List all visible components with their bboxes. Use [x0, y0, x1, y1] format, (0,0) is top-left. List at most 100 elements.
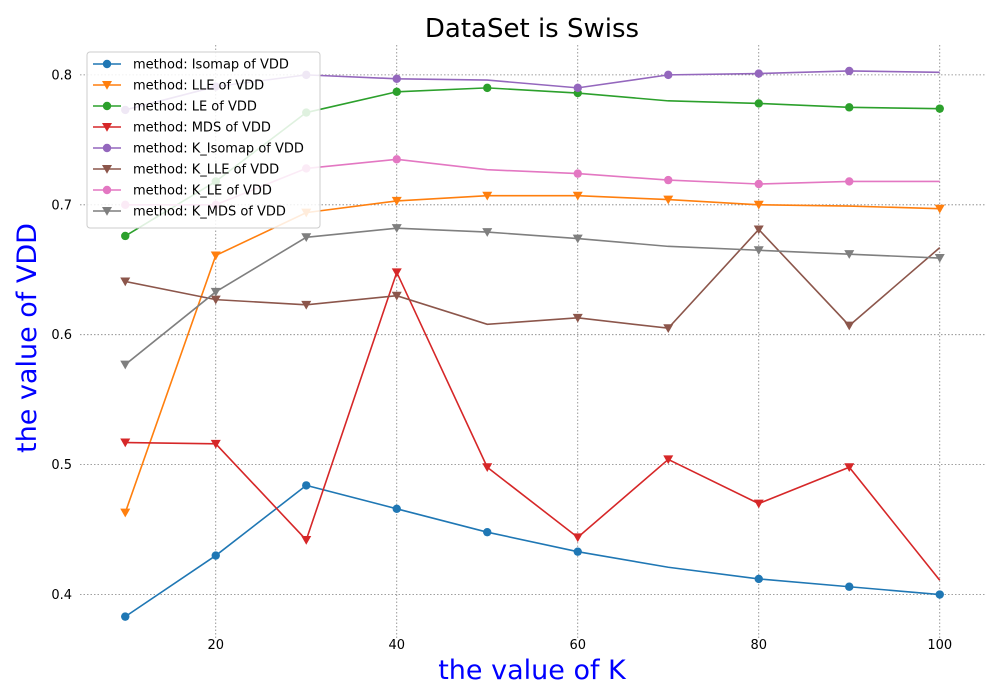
y-tick-label: 0.6 [51, 328, 72, 343]
data-point [753, 246, 764, 256]
legend-entry: method: K_LLE of VDD [93, 163, 279, 178]
data-point [121, 231, 130, 241]
series-line [125, 270, 941, 581]
tick-labels: 20 40 60 80 100 0.4 0.5 0.6 0.7 0.8 [51, 68, 952, 653]
data-point [391, 291, 402, 301]
data-point [483, 83, 492, 93]
data-point [391, 268, 402, 278]
data-point [934, 254, 945, 263]
data-point [573, 169, 582, 178]
legend-label: method: K_MDS of VDD [133, 205, 286, 220]
legend-marker [102, 143, 112, 153]
x-axis-label: the value of K [438, 655, 627, 686]
data-point [573, 547, 582, 556]
data-point [120, 438, 131, 448]
data-point [845, 66, 854, 76]
data-point [573, 83, 582, 93]
series-2 [120, 191, 945, 518]
data-point [392, 155, 401, 164]
data-point [120, 277, 131, 287]
series-line [125, 228, 941, 330]
data-point [753, 499, 764, 509]
data-point [844, 321, 855, 331]
y-tick-label: 0.8 [51, 68, 72, 83]
series-6 [120, 225, 941, 333]
series-line [124, 484, 940, 618]
data-point [664, 175, 673, 185]
data-point [121, 612, 130, 621]
legend-marker [102, 123, 112, 132]
legend-label: method: K_LE of VDD [133, 184, 272, 199]
legend-marker [102, 101, 112, 111]
series-8 [120, 224, 945, 370]
data-point [392, 504, 401, 513]
x-tick-label: 60 [569, 638, 586, 653]
data-point [845, 582, 854, 591]
data-point [663, 455, 674, 465]
series-line [124, 194, 940, 513]
data-point [663, 195, 674, 205]
data-point [572, 313, 583, 323]
data-point [210, 287, 221, 297]
chart-title: DataSet is Swiss [425, 14, 639, 44]
x-tick-label: 40 [388, 638, 405, 653]
data-point [120, 508, 131, 518]
data-point [935, 104, 944, 113]
legend-label: method: K_LLE of VDD [133, 163, 279, 178]
data-point [302, 481, 311, 490]
data-point [844, 250, 855, 259]
data-point [210, 439, 221, 449]
y-tick-label: 0.5 [51, 458, 72, 473]
x-tick-label: 20 [207, 638, 224, 653]
data-point [753, 200, 764, 210]
series-lines [120, 66, 945, 621]
data-point [572, 533, 583, 543]
legend-label: method: LE of VDD [133, 100, 257, 115]
legend-entry: method: K_MDS of VDD [93, 205, 286, 220]
legend-marker [102, 185, 112, 195]
data-point [482, 191, 493, 201]
data-point [301, 535, 312, 545]
legend-marker [102, 165, 112, 174]
data-point [301, 233, 312, 243]
data-point [210, 251, 221, 261]
legend-entry: method: Isomap of VDD [93, 58, 289, 73]
legend: method: Isomap of VDD method: LLE of VDD m… [86, 51, 321, 229]
x-tick-label: 100 [927, 638, 952, 653]
legend-label: method: Isomap of VDD [133, 58, 289, 73]
series-1 [121, 481, 944, 621]
data-point [934, 204, 945, 214]
legend-marker [102, 207, 112, 216]
y-tick-label: 0.4 [51, 588, 72, 603]
data-point [483, 527, 492, 537]
legend-entry: method: K_LE of VDD [93, 184, 272, 199]
data-point [210, 295, 221, 305]
legend-entry: method: LE of VDD [93, 100, 257, 115]
data-point [482, 463, 493, 472]
data-point [664, 70, 673, 80]
data-point [301, 300, 312, 310]
data-point [572, 191, 583, 201]
data-point [392, 87, 401, 96]
x-tick-label: 80 [750, 638, 767, 653]
y-tick-label: 0.7 [51, 198, 72, 213]
legend-label: method: LLE of VDD [133, 79, 264, 94]
data-point [754, 99, 763, 108]
data-point [753, 225, 764, 235]
legend-box [86, 51, 321, 229]
legend-marker [102, 81, 112, 90]
legend-entry: method: MDS of VDD [93, 121, 271, 136]
data-point [392, 74, 401, 83]
series-4 [120, 268, 941, 581]
legend-label: method: K_Isomap of VDD [133, 142, 304, 157]
legend-marker [102, 59, 112, 69]
data-point [845, 177, 854, 186]
legend-entry: method: LLE of VDD [93, 79, 264, 94]
data-point [572, 234, 583, 244]
data-point [482, 228, 493, 237]
data-point [935, 590, 944, 599]
legend-label: method: MDS of VDD [133, 121, 271, 136]
data-point [391, 196, 402, 206]
data-point [844, 463, 855, 472]
